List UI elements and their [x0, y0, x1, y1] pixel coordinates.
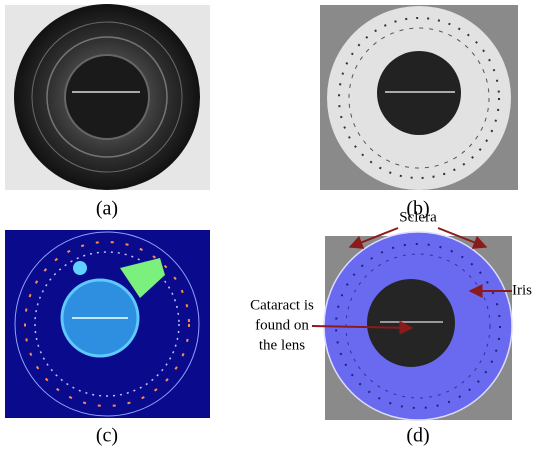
panel-a-image: [5, 4, 210, 190]
panel-label: (c): [96, 425, 118, 447]
panel-label: (d): [406, 425, 429, 447]
iris-label: Iris: [512, 282, 532, 298]
figure: (a) (b) (c) (d) Sclera Iris Cataract is …: [0, 0, 536, 449]
cataract-label: the lens: [259, 337, 305, 353]
panel-c-image: [5, 230, 210, 418]
cataract-label: Cataract is: [250, 297, 314, 313]
cataract-label: found on: [255, 317, 309, 333]
panel-b-image: [320, 5, 518, 190]
sclera-label: Sclera: [399, 209, 437, 225]
panel-label: (a): [96, 198, 118, 220]
